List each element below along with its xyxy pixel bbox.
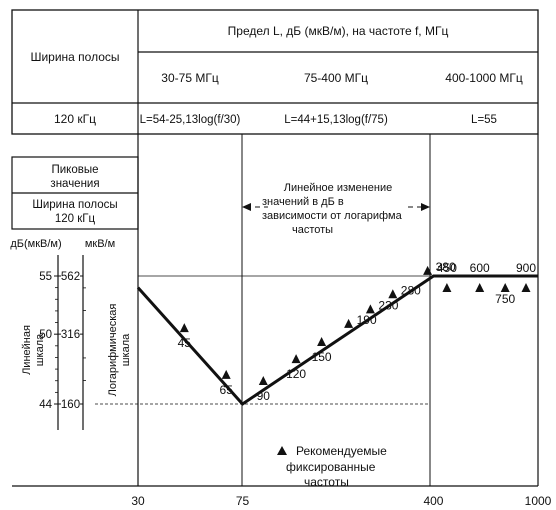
annotation-bg [268,176,408,238]
frequency-marker [365,304,375,314]
linear-scale-label-2: шкала [34,333,46,366]
x-tick-label: 30 [131,494,145,508]
table-header-title: Предел L, дБ (мкВ/м), на частоте f, МГц [228,24,449,38]
legend: Рекомендуемые фиксированные частоты [277,444,387,489]
left-bandwidth-line2: 120 кГц [55,213,96,225]
range-header: 400-1000 МГц [445,71,523,85]
unit-uv-label: мкВ/м [85,238,115,250]
uv-tick-label: 160 [61,399,80,411]
annotation-arrow-right [421,203,430,211]
frequency-marker-label: 900 [516,261,536,275]
frequency-marker-label: 450 [437,261,457,275]
uv-tick-label: 562 [61,271,80,283]
left-bandwidth-line1: Ширина полосы [32,199,117,211]
frequency-marker-label: 45 [178,336,192,350]
linear-scale-label-1: Линейная [21,325,33,375]
db-tick-label: 55 [39,271,52,283]
log-scale-label-1: Логарифмическая [107,304,119,397]
legend-line: Рекомендуемые [296,444,387,458]
uv-tick-label: 316 [61,329,80,341]
frequency-marker-label: 90 [257,389,271,403]
scale-ticks: 55 50 44 562 316 160 [39,269,86,411]
frequency-marker [258,376,268,386]
frequency-marker [344,318,354,328]
frequency-marker-label: 190 [357,313,377,327]
x-tick-label: 1000 [525,494,552,508]
frequency-marker [475,283,485,292]
left-panel: Пиковые значения Ширина полосы 120 кГц д… [10,156,139,430]
frequency-marker-label: 280 [401,283,421,297]
frequency-marker-label: 380 [436,260,456,274]
frequency-marker [442,283,452,292]
plot-area: Линейное изменение значений в дБ в завис… [12,134,552,508]
table-bandwidth-value: 120 кГц [54,112,96,126]
annotation-arrow-left [242,203,251,211]
limits-table: Предел L, дБ (мкВ/м), на частоте f, МГц … [11,9,539,135]
annotation-line: зависимости от логарифма [262,210,403,222]
legend-line: фиксированные [286,460,376,474]
peak-values-line1: Пиковые [51,164,98,176]
db-tick-label: 50 [39,329,52,341]
frequency-marker [423,265,433,275]
unit-db-label: дБ(мкВ/м) [10,238,61,250]
frequency-marker [221,369,231,379]
annotation-line: Линейное изменение [284,182,392,194]
frequency-marker [291,354,301,364]
frequency-marker-label: 120 [286,367,306,381]
legend-line: частоты [304,475,349,489]
uv-tick-bg [61,397,80,410]
range-header: 30-75 МГц [161,71,219,85]
legend-marker [277,446,287,455]
formula-cell: L=54-25,13log(f/30) [140,114,241,126]
range-header: 75-400 МГц [304,71,368,85]
frequency-marker [317,337,327,347]
annotation-line: значений в дБ в [262,196,344,208]
x-tick-label: 400 [423,494,443,508]
frequency-marker-label: 230 [378,298,398,312]
frequency-marker [388,289,398,299]
frequency-marker-label: 150 [312,350,332,364]
limit-line [136,274,538,406]
frequency-marker [500,283,510,292]
frequency-marker-label: 65 [220,383,234,397]
uv-tick-bg [61,269,80,282]
uv-tick-bg [61,327,80,341]
formula-cell: L=55 [471,114,497,126]
linear-change-annotation: Линейное изменение значений в дБ в завис… [242,176,430,238]
annotation-line: частоты [292,224,333,236]
x-tick-label: 75 [236,494,250,508]
frequency-marker-label: 600 [470,261,490,275]
frequency-marker [179,323,189,333]
log-scale-label-2: шкала [120,333,132,366]
table-bandwidth-label: Ширина полосы [30,50,119,64]
table-frame [11,9,539,135]
peak-values-line2: значения [50,178,99,190]
frequency-marker [521,283,531,292]
x-tick-labels: 30 75 400 1000 [131,494,551,508]
db-tick-label: 44 [39,399,52,411]
formula-cell: L=44+15,13log(f/75) [284,114,388,126]
frequency-marker-label: 750 [495,292,515,306]
